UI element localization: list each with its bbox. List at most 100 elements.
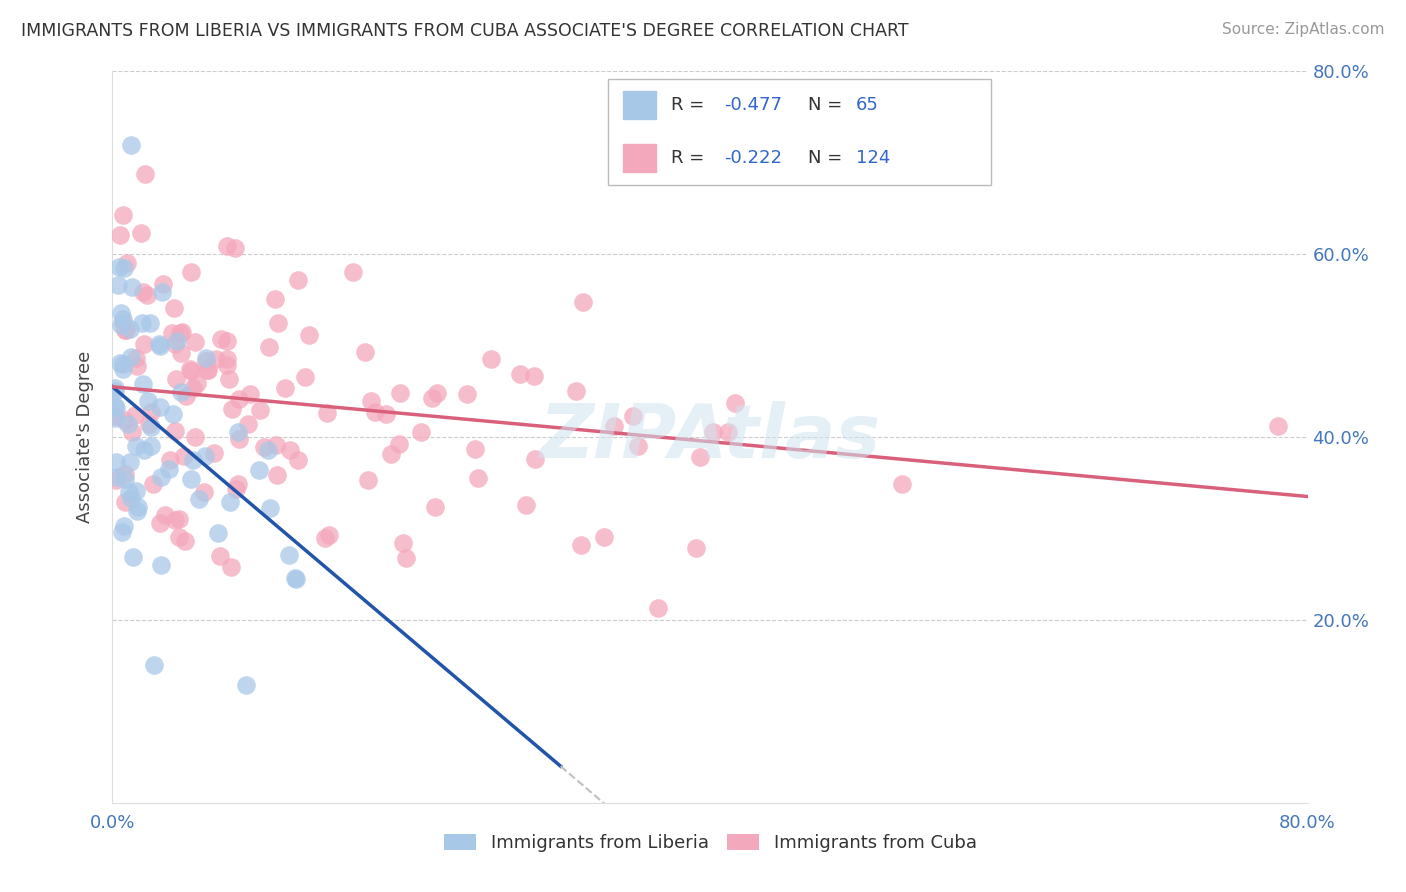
Point [150, 470, 173, 484]
Point [108, 260, 131, 274]
Point [194, 351, 217, 365]
Point [239, 387, 262, 401]
Legend: Immigrants from Liberia, Immigrants from Cuba: Immigrants from Liberia, Immigrants from… [436, 827, 984, 860]
Point [169, 530, 191, 544]
Point [173, 533, 195, 548]
Point [524, 452, 547, 467]
Point [627, 439, 650, 453]
Point [139, 317, 162, 331]
Point [104, 409, 127, 424]
Point [121, 350, 143, 364]
Point [169, 326, 191, 340]
Point [217, 358, 239, 372]
Point [134, 443, 156, 458]
Point [523, 368, 546, 383]
Point [138, 417, 160, 431]
Point [104, 384, 127, 398]
Point [215, 351, 238, 366]
Point [112, 361, 135, 376]
Point [132, 336, 155, 351]
Point [107, 278, 129, 293]
Point [388, 386, 411, 401]
Point [104, 381, 127, 395]
Point [186, 376, 208, 391]
Point [115, 323, 138, 337]
Point [120, 322, 142, 336]
Point [264, 292, 287, 306]
Point [409, 425, 432, 439]
Point [163, 301, 186, 315]
Point [127, 359, 149, 373]
Point [394, 550, 416, 565]
Point [167, 512, 190, 526]
Point [249, 403, 271, 417]
Point [179, 362, 201, 376]
Point [253, 441, 276, 455]
Point [120, 491, 142, 505]
Point [364, 405, 387, 419]
Point [247, 462, 270, 476]
Point [236, 417, 259, 432]
Point [387, 437, 409, 451]
Point [125, 351, 148, 365]
Point [142, 476, 165, 491]
Point [257, 340, 280, 354]
Point [621, 409, 644, 423]
Point [294, 369, 316, 384]
Point [208, 549, 231, 563]
Point [194, 449, 217, 463]
Point [110, 305, 132, 319]
Point [115, 256, 138, 270]
Point [724, 395, 747, 409]
Point [139, 439, 162, 453]
Point [217, 334, 239, 348]
Point [467, 471, 489, 485]
Point [193, 485, 215, 500]
Point [316, 406, 339, 420]
Point [184, 430, 207, 444]
Point [218, 372, 240, 386]
Point [117, 417, 139, 431]
Point [392, 536, 415, 550]
Point [228, 477, 250, 491]
Y-axis label: Associate's Degree: Associate's Degree [76, 351, 94, 524]
Point [481, 351, 503, 366]
FancyBboxPatch shape [609, 78, 991, 185]
Point [685, 541, 707, 555]
Point [118, 484, 141, 499]
Point [228, 432, 250, 446]
Point [141, 405, 163, 419]
Point [209, 332, 232, 346]
Point [702, 425, 724, 440]
Point [564, 384, 586, 398]
Point [180, 364, 202, 378]
Point [112, 519, 135, 533]
Point [160, 326, 183, 340]
Point [509, 367, 531, 381]
Point [114, 473, 136, 487]
Point [235, 677, 257, 691]
Point [1267, 418, 1289, 433]
Point [157, 461, 180, 475]
Point [104, 473, 127, 487]
Text: N =: N = [808, 96, 848, 114]
Point [277, 549, 299, 563]
Point [647, 600, 669, 615]
Point [170, 346, 193, 360]
Point [111, 524, 134, 539]
Point [572, 295, 595, 310]
Point [426, 386, 449, 401]
Point [202, 445, 225, 459]
Point [197, 363, 219, 377]
Point [121, 425, 143, 439]
Point [225, 482, 247, 496]
Point [890, 476, 912, 491]
Text: 124: 124 [856, 149, 890, 167]
Point [284, 571, 307, 585]
Bar [623, 144, 657, 171]
Point [163, 424, 186, 438]
Point [112, 261, 135, 276]
Point [184, 335, 207, 350]
Point [205, 351, 228, 366]
Point [374, 407, 396, 421]
